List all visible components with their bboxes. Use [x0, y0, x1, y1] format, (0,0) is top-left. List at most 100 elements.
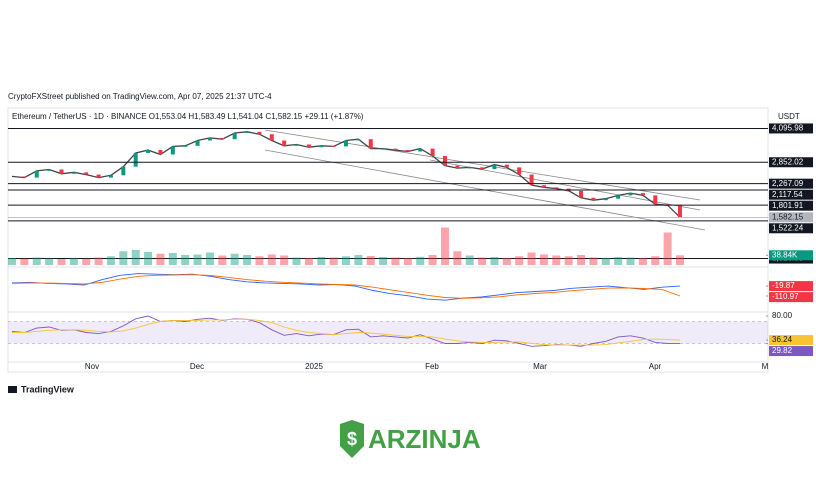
- volume-bar: [478, 257, 487, 265]
- y-tick-label: 4,095.98: [772, 124, 804, 133]
- indicator-line: [11, 273, 681, 301]
- candle: [467, 167, 472, 169]
- candle: [108, 175, 113, 178]
- candle: [529, 174, 534, 186]
- volume-bar: [280, 255, 289, 265]
- y-tick-label: 1,801.91: [772, 201, 804, 210]
- tradingview-logo: TradingView: [8, 384, 75, 394]
- candle: [616, 195, 621, 199]
- volume-bar: [663, 232, 672, 265]
- volume-bar: [416, 256, 425, 265]
- candle: [405, 150, 410, 152]
- candle: [541, 185, 546, 188]
- volume-bar: [57, 259, 66, 265]
- candle: [579, 190, 584, 198]
- candle: [170, 146, 175, 155]
- price-label-box: [769, 335, 813, 346]
- volume-bar: [94, 257, 103, 265]
- volume-bar: [317, 257, 326, 265]
- x-tick-label: Apr: [649, 362, 662, 371]
- candle: [84, 172, 89, 175]
- volume-bar: [601, 258, 610, 265]
- volume-bar: [577, 255, 586, 265]
- volume-bar: [440, 227, 449, 265]
- candle: [591, 197, 596, 201]
- volume-bar: [379, 257, 388, 265]
- volume-bar: [255, 256, 264, 265]
- price-label-box: [769, 123, 813, 134]
- volume-bar: [626, 257, 635, 265]
- x-tick-label: Feb: [425, 362, 439, 371]
- candle: [480, 167, 485, 170]
- candle: [232, 133, 237, 140]
- candle: [306, 144, 311, 148]
- candle: [331, 145, 336, 147]
- volume-bar: [205, 252, 214, 265]
- publisher: CryptoFXStreet published on TradingView.…: [8, 92, 272, 101]
- volume-bar: [69, 258, 78, 265]
- candle: [554, 187, 559, 189]
- x-tick-label: Nov: [85, 362, 99, 371]
- candle: [442, 155, 447, 166]
- price-label-box: [769, 250, 813, 261]
- volume-bar: [676, 255, 684, 265]
- x-tick-label: 2025: [305, 362, 323, 371]
- y-tick-label: -19.87: [772, 281, 795, 290]
- volume-bar: [403, 258, 412, 265]
- candle: [368, 139, 373, 149]
- candle: [220, 137, 225, 140]
- tradingview-text: TradingView: [21, 384, 75, 394]
- volume-bar: [218, 255, 227, 265]
- candle: [492, 164, 497, 170]
- candle: [71, 172, 76, 174]
- candle: [517, 167, 522, 175]
- volume-bar: [515, 256, 524, 265]
- candle: [96, 174, 101, 178]
- volume-bar: [329, 257, 338, 265]
- candle: [183, 145, 188, 147]
- volume-bar: [181, 255, 190, 265]
- volume-bar: [156, 253, 165, 265]
- candle: [455, 165, 460, 169]
- volume-bar: [292, 257, 301, 265]
- volume-bar: [144, 252, 153, 265]
- volume-bar: [490, 257, 499, 265]
- price-label-box: [769, 212, 813, 223]
- volume-bar: [342, 256, 350, 265]
- volume-bar: [193, 254, 202, 265]
- candle: [430, 148, 435, 156]
- volume-bar: [243, 255, 252, 265]
- volume-bar: [168, 253, 177, 265]
- price-label-box: [769, 281, 813, 292]
- candle: [133, 152, 138, 167]
- candle: [59, 169, 64, 174]
- volume-bar: [638, 258, 647, 265]
- rsi-band: [8, 321, 768, 344]
- volume-bar: [20, 258, 29, 265]
- indicator-line: [12, 318, 681, 346]
- volume-bar: [453, 251, 462, 265]
- candle: [344, 140, 348, 147]
- candle: [121, 166, 126, 176]
- candle: [381, 148, 386, 150]
- volume-bar: [527, 252, 536, 265]
- candle: [603, 198, 608, 201]
- volume-bar: [230, 253, 239, 265]
- y-tick-label: 1,522.24: [772, 223, 804, 232]
- y-tick-label: 36.24: [772, 335, 793, 344]
- volume-bar: [45, 258, 54, 265]
- volume-bar: [354, 255, 363, 265]
- brand-logo: $ ARZINJA: [340, 420, 481, 458]
- candle: [158, 150, 163, 155]
- volume-bar: [564, 256, 573, 265]
- y-tick-label: 29.82: [772, 346, 793, 355]
- brand-text: ARZINJA: [368, 424, 481, 454]
- candle: [418, 148, 423, 152]
- price-label-box: [769, 157, 813, 168]
- volume-bar: [651, 256, 660, 265]
- y-tick-label: -110.97: [772, 292, 799, 301]
- price-label-box: [769, 346, 813, 357]
- candle: [207, 137, 212, 141]
- candle: [319, 145, 324, 148]
